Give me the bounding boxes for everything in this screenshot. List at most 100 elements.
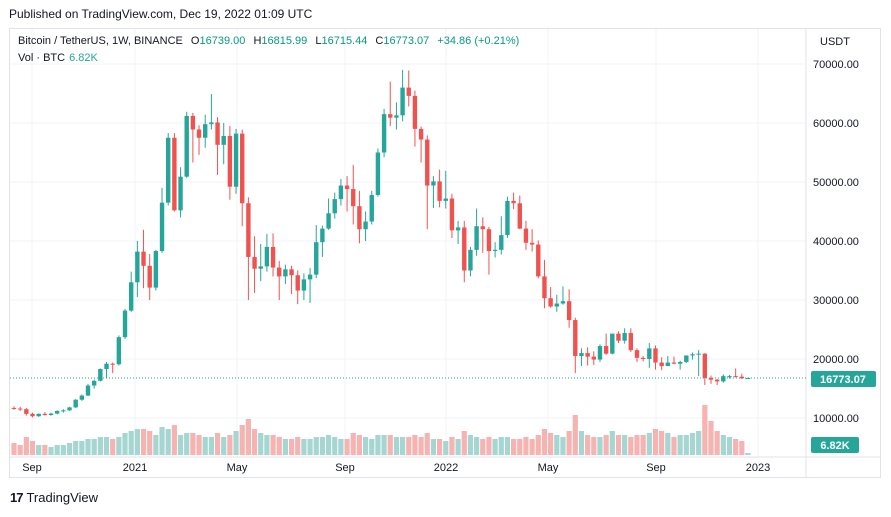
- candle-body: [566, 301, 572, 321]
- volume-bar: [511, 439, 517, 455]
- candle-body: [283, 269, 288, 277]
- volume-bar: [140, 429, 147, 455]
- volume-bar: [714, 431, 720, 455]
- volume-bar: [344, 439, 350, 455]
- volume-bar: [153, 435, 159, 455]
- volume-bar: [665, 433, 671, 455]
- volume-bar: [720, 435, 726, 455]
- candle-body: [110, 363, 115, 365]
- volume-bar: [597, 437, 603, 455]
- volume-bar: [36, 445, 42, 455]
- volume-bar: [418, 437, 424, 455]
- price-tick-label: 10000.00: [813, 413, 859, 425]
- candle-body: [363, 221, 368, 230]
- volume-bar: [91, 439, 97, 455]
- candle-body: [474, 226, 479, 250]
- time-tick-label: 2021: [123, 462, 147, 474]
- candle-body: [116, 337, 122, 365]
- volume-bar: [689, 433, 696, 455]
- volume-bar: [634, 435, 640, 455]
- symbol-title: Bitcoin / TetherUS, 1W, BINANCE: [18, 35, 183, 47]
- price-tick-label: 60000.00: [813, 118, 859, 130]
- candle-body: [425, 139, 430, 186]
- volume-bar: [480, 439, 486, 455]
- candle-body: [36, 413, 41, 417]
- volume-bar: [609, 431, 615, 455]
- volume-bar: [356, 435, 363, 455]
- volume-bar: [696, 431, 702, 455]
- volume-bar: [159, 427, 165, 455]
- candle-body: [443, 198, 448, 201]
- candle-body: [147, 265, 152, 288]
- candle-body: [554, 303, 559, 307]
- open-value: 16739.00: [199, 35, 246, 47]
- volume-bar: [134, 429, 140, 455]
- high-label: H: [253, 35, 262, 47]
- volume-bar: [301, 439, 307, 455]
- candle-body: [184, 115, 189, 177]
- candle-body: [128, 282, 134, 311]
- volume-bar: [517, 439, 523, 455]
- price-tick-label: 30000.00: [813, 295, 859, 307]
- time-tick-label: Sep: [22, 462, 42, 474]
- time-tick-label: 2022: [434, 462, 458, 474]
- volume-bar: [221, 437, 227, 455]
- volume-bar: [332, 437, 338, 455]
- candle-body: [714, 379, 720, 382]
- volume-bar: [214, 433, 221, 455]
- candle-body: [597, 346, 603, 360]
- candle-body: [172, 137, 177, 211]
- volume-bar: [535, 435, 541, 455]
- candle-body: [622, 333, 627, 341]
- candle-body: [357, 206, 362, 230]
- volume-bar: [406, 437, 412, 455]
- volume-bar: [60, 445, 66, 455]
- volume-bar: [381, 435, 387, 455]
- volume-bar: [42, 445, 48, 455]
- volume-bar: [375, 435, 381, 455]
- time-tick-label: Sep: [335, 462, 355, 474]
- candle-body: [11, 407, 17, 409]
- volume-bar: [97, 437, 103, 455]
- volume-bars: [11, 405, 751, 455]
- last-price-badge: 16773.07: [811, 371, 876, 387]
- footer[interactable]: 17 TradingView: [10, 490, 98, 505]
- candle-body: [159, 202, 165, 252]
- volume-bar: [171, 425, 177, 455]
- last-volume-badge: 6.82K: [811, 437, 859, 453]
- candle-body: [492, 249, 498, 252]
- volume-bar: [652, 429, 659, 455]
- candle-body: [634, 350, 640, 358]
- volume-bar: [282, 439, 288, 455]
- volume-bar: [239, 425, 245, 455]
- low-label: L: [315, 35, 322, 47]
- candle-body: [529, 242, 535, 245]
- volume-bar: [307, 439, 313, 455]
- volume-bar: [369, 439, 375, 455]
- volume-bar: [147, 431, 153, 455]
- volume-bar: [110, 439, 116, 455]
- candle-body: [437, 181, 442, 201]
- candle-body: [462, 227, 467, 271]
- volume-bar: [659, 431, 665, 455]
- volume-bar: [325, 435, 332, 455]
- candle-body: [166, 137, 171, 203]
- candle-body: [141, 251, 146, 266]
- volume-value: 6.82K: [69, 52, 98, 64]
- candle-body: [690, 354, 695, 356]
- volume-bar: [184, 433, 190, 455]
- candle-body: [591, 356, 596, 360]
- last-volume-value: 6.82K: [820, 440, 849, 452]
- volume-bar: [603, 435, 609, 455]
- candle-body: [733, 376, 738, 378]
- volume-bar: [726, 437, 733, 455]
- volume-bar: [116, 437, 122, 455]
- price-tick-label: 70000.00: [813, 59, 859, 71]
- volume-bar: [399, 437, 406, 455]
- candle-body: [215, 122, 220, 145]
- volume-bar: [177, 435, 184, 455]
- volume-bar: [313, 437, 319, 455]
- candle-body: [388, 114, 393, 118]
- candle-body: [252, 256, 257, 269]
